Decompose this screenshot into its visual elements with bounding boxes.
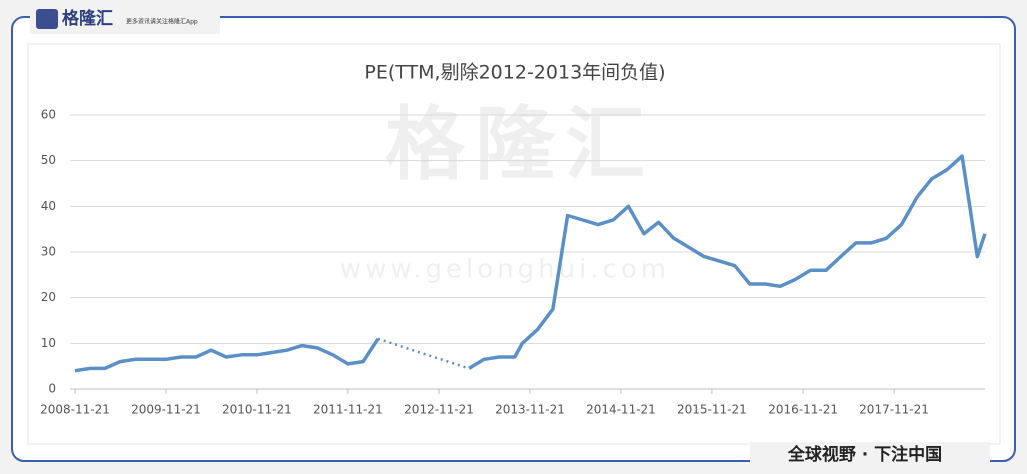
y-tick-label: 20	[41, 290, 56, 304]
y-tick-label: 10	[41, 336, 56, 350]
chart-title: PE(TTM,剔除2012-2013年间负值)	[364, 62, 665, 84]
logo-box	[30, 6, 220, 34]
x-tick-label: 2013-11-21	[495, 403, 565, 417]
x-tick-label: 2010-11-21	[222, 403, 292, 417]
x-tick-label: 2009-11-21	[131, 403, 201, 417]
x-tick-label: 2012-11-21	[404, 403, 474, 417]
y-tick-label: 0	[48, 382, 56, 396]
slogan: 全球视野 · 下注中国	[787, 444, 942, 465]
line-series	[74, 154, 987, 373]
logo-icon	[36, 9, 58, 29]
x-tick-label: 2017-11-21	[859, 403, 929, 417]
x-tick-label: 2014-11-21	[586, 403, 656, 417]
x-tick-label: 2016-11-21	[768, 403, 838, 417]
x-tick-label: 2011-11-21	[313, 403, 383, 417]
y-tick-label: 40	[41, 199, 56, 213]
x-tick-label: 2015-11-21	[677, 403, 747, 417]
logo-text: 格隆汇	[62, 8, 113, 29]
y-tick-label: 30	[41, 245, 56, 259]
y-tick-label: 50	[41, 153, 56, 167]
gap-bridge	[377, 337, 470, 370]
plot-panel	[27, 43, 1001, 445]
watermark-url: www.gelonghui.com	[340, 255, 670, 285]
y-tick-label: 60	[41, 108, 56, 122]
x-tick-label: 2008-11-21	[40, 403, 110, 417]
logo-tagline: 更多资讯请关注格隆汇App	[126, 18, 198, 26]
watermark: 格隆汇	[385, 98, 655, 191]
slogan-box	[750, 442, 990, 466]
